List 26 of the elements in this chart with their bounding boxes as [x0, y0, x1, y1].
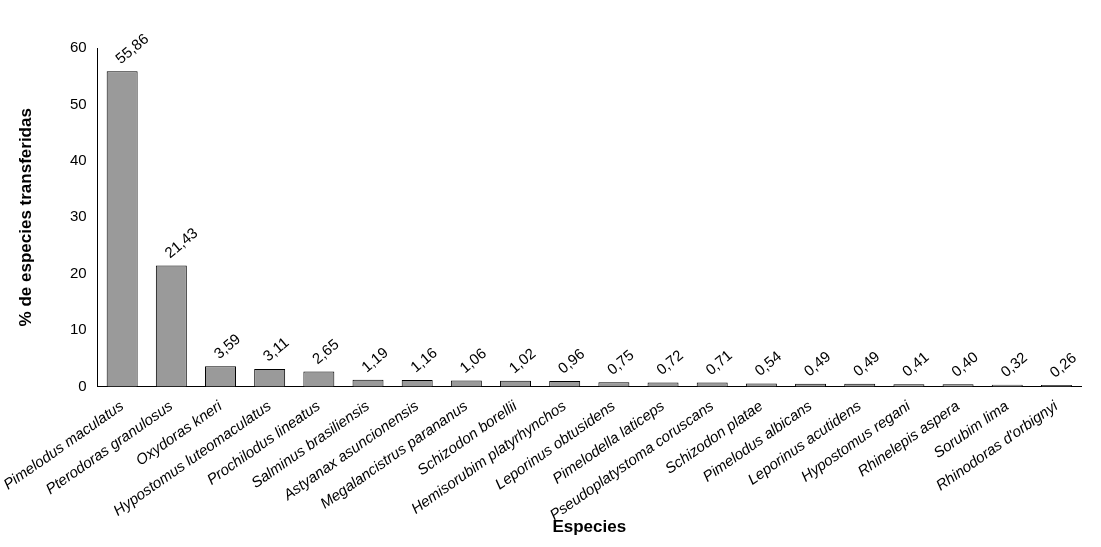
data-label: 0,75 — [603, 345, 637, 378]
y-tick-label: 0 — [78, 376, 87, 394]
data-label: 0,26 — [1046, 348, 1080, 381]
data-label: 0,49 — [800, 347, 834, 380]
data-label: 0,32 — [996, 348, 1031, 381]
y-axis-title: % de especies transferidas — [16, 108, 36, 327]
data-label: 1,02 — [505, 344, 539, 377]
data-label: 0,96 — [554, 344, 588, 377]
y-tick-label: 50 — [69, 94, 87, 112]
y-tick-label: 30 — [69, 207, 87, 225]
data-label: 0,40 — [947, 347, 982, 380]
data-label: 0,54 — [751, 347, 785, 379]
data-label: 2,65 — [308, 335, 342, 367]
data-label: 0,41 — [898, 347, 932, 380]
data-label: 1,16 — [406, 343, 441, 376]
data-label: 0,49 — [849, 347, 883, 380]
y-tick-label: 10 — [69, 320, 87, 338]
data-label: 3,11 — [259, 333, 292, 365]
data-label: 1,06 — [456, 344, 490, 376]
y-tick-label: 20 — [69, 263, 87, 281]
data-label: 3,59 — [210, 329, 244, 362]
y-tick-label: 40 — [69, 150, 87, 168]
data-label: 0,72 — [652, 346, 686, 378]
data-label: 1,19 — [357, 343, 391, 376]
y-tick-label: 60 — [69, 38, 87, 56]
data-label: 0,71 — [701, 346, 736, 378]
